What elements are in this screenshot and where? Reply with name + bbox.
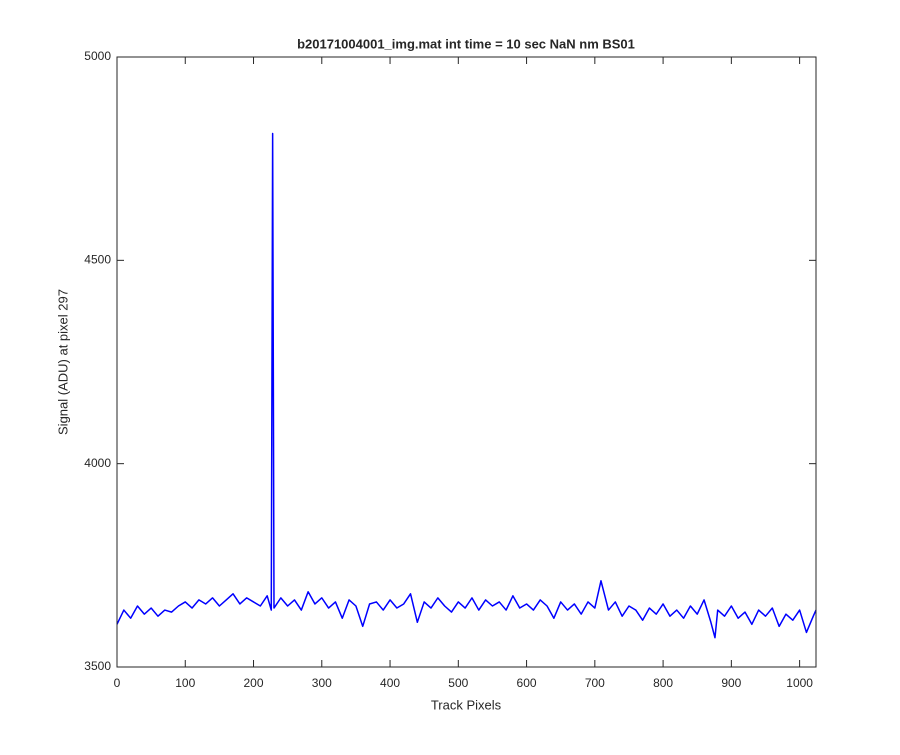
x-tick-label: 300 [312,676,332,690]
y-axis-label: Signal (ADU) at pixel 297 [55,289,70,435]
plot-frame [116,56,817,668]
x-axis-label: Track Pixels [431,697,502,712]
x-tick-label: 0 [114,676,121,690]
x-tick-label: 600 [517,676,537,690]
y-tick-label: 5000 [84,49,111,63]
x-tick-label: 800 [653,676,673,690]
series-line [116,132,817,639]
x-tick-label: 500 [448,676,468,690]
y-tick-label: 4500 [84,253,111,267]
x-tick-label: 100 [175,676,195,690]
x-tick-label: 400 [380,676,400,690]
x-tick-label: 900 [721,676,741,690]
x-tick-label: 700 [585,676,605,690]
y-tick-label: 4000 [84,456,111,470]
x-tick-label: 1000 [786,676,813,690]
x-tick-label: 200 [244,676,264,690]
chart-title: b20171004001_img.mat int time = 10 sec N… [297,36,635,51]
y-tick-label: 3500 [84,659,111,673]
